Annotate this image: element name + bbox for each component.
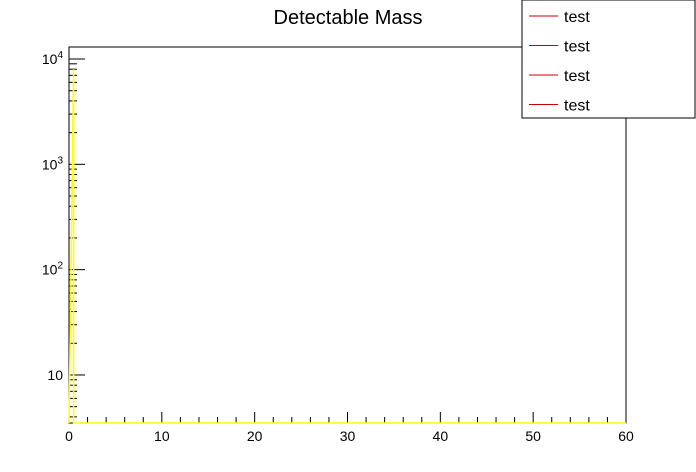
legend-label: test [564, 68, 590, 85]
legend-label: test [564, 9, 590, 26]
y-axis: 10 102 103 104 [42, 50, 85, 418]
legend-label: test [564, 39, 590, 56]
x-axis: 0 10 20 30 40 50 60 [65, 412, 634, 444]
x-tick-label: 60 [618, 428, 634, 444]
x-tick-label: 40 [433, 428, 449, 444]
x-tick-label: 0 [65, 428, 73, 444]
y-tick-label: 102 [42, 261, 64, 278]
x-tick-label: 20 [247, 428, 263, 444]
y-tick-label: 104 [42, 50, 64, 67]
y-tick-exponent: 4 [57, 50, 63, 61]
y-tick-label: 103 [42, 155, 64, 172]
x-tick-label: 50 [525, 428, 541, 444]
legend-box [521, 0, 696, 119]
y-tick-label: 10 [47, 367, 63, 383]
x-tick-label: 30 [340, 428, 356, 444]
chart-title: Detectable Mass [274, 7, 423, 29]
series-line [68, 69, 626, 424]
legend: test test test test [521, 0, 696, 119]
y-tick-exponent: 3 [57, 155, 63, 166]
legend-label: test [564, 98, 590, 115]
y-tick-exponent: 2 [57, 261, 63, 272]
x-tick-label: 10 [154, 428, 170, 444]
series-layer [68, 69, 626, 424]
